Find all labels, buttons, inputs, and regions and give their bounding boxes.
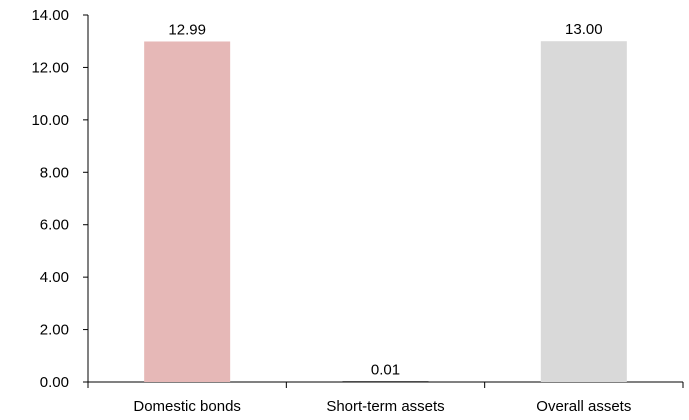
y-tick-label: 2.00 [40, 322, 69, 339]
bar-2 [540, 41, 627, 382]
bar-1 [342, 381, 429, 382]
data-label: 0.01 [371, 362, 400, 379]
y-tick-label: 0.00 [40, 374, 69, 391]
y-tick-label: 4.00 [40, 269, 69, 286]
y-tick-label: 10.00 [31, 112, 69, 129]
y-tick-label: 12.00 [31, 59, 69, 76]
y-tick-label: 14.00 [31, 7, 69, 24]
data-label: 13.00 [565, 21, 603, 38]
x-category-label: Domestic bonds [133, 398, 241, 415]
x-category-label: Short-term assets [326, 398, 444, 415]
bar-0 [144, 41, 231, 382]
x-category-label: Overall assets [536, 398, 631, 415]
y-tick-label: 8.00 [40, 164, 69, 181]
data-label: 12.99 [168, 21, 206, 38]
y-tick-label: 6.00 [40, 217, 69, 234]
